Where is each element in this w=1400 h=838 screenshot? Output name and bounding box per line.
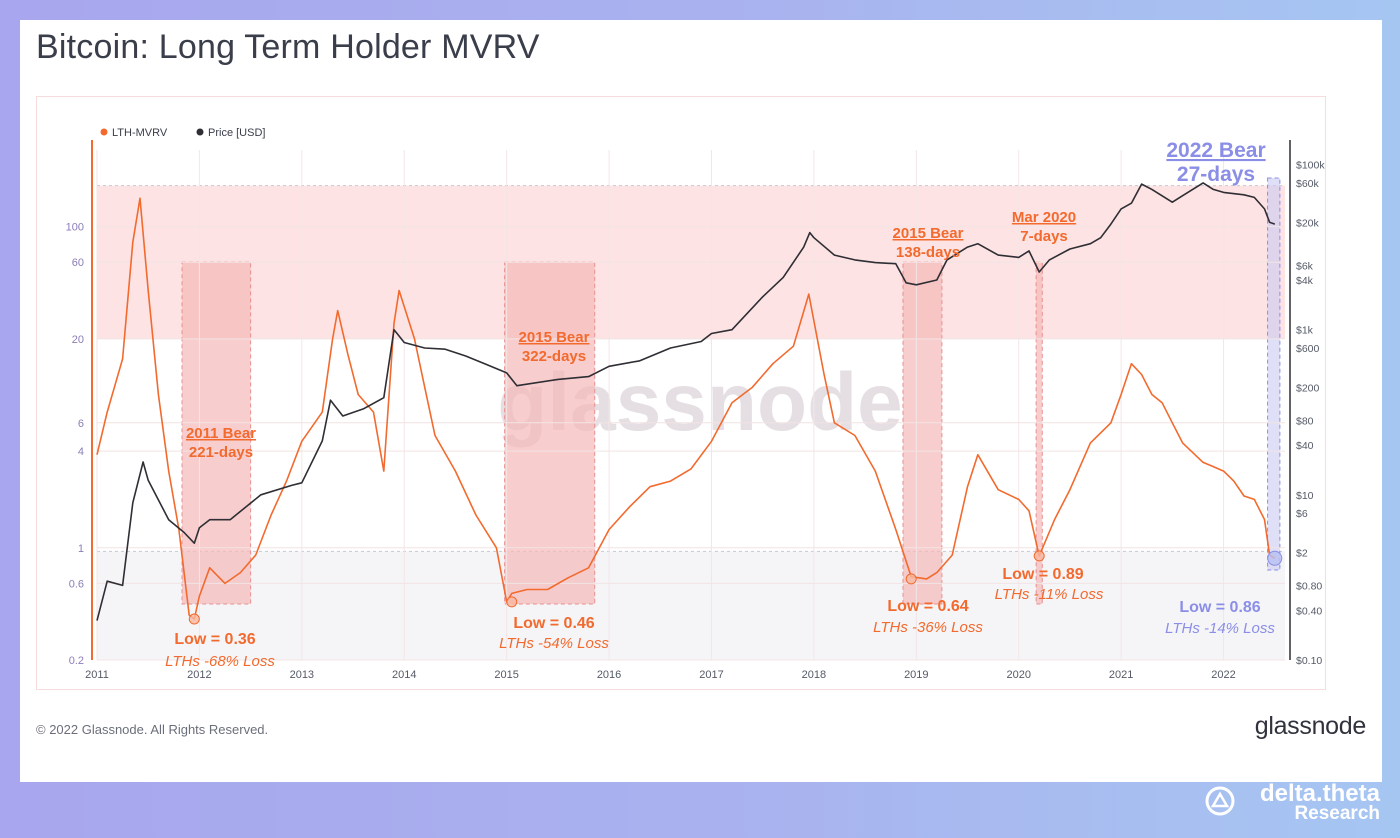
bear-title: 2015 Bear — [519, 329, 590, 346]
legend-marker — [196, 128, 204, 136]
zone-below-one — [97, 551, 1285, 660]
y-left-tick-label: 0.6 — [69, 578, 84, 590]
y-right-tick-label: $100k — [1296, 160, 1325, 172]
legend-label: Price [USD] — [208, 127, 265, 139]
y-right-tick-label: $20k — [1296, 217, 1320, 229]
x-tick-label: 2013 — [290, 669, 314, 681]
lth-mvrv-series-line — [96, 197, 1276, 620]
y-left-tick-label: 6 — [78, 418, 84, 430]
x-tick-label: 2015 — [494, 669, 518, 681]
bear-duration: 322-days — [522, 348, 586, 365]
bear-loss-label: LTHs -54% Loss — [499, 635, 609, 652]
low-marker — [1267, 550, 1283, 566]
low-marker — [1033, 550, 1045, 562]
y-left-tick-label: 4 — [78, 446, 84, 458]
badge-title: delta.theta — [1259, 780, 1380, 807]
legend-marker — [100, 128, 108, 136]
bear-low-value: Low = 0.46 — [513, 615, 594, 632]
y-right-tick-label: $600 — [1296, 343, 1320, 355]
low-marker — [905, 573, 917, 585]
page-title: Bitcoin: Long Term Holder MVRV — [36, 28, 540, 66]
copyright-footer: © 2022 Glassnode. All Rights Reserved. — [36, 722, 269, 737]
y-left-tick-label: 20 — [72, 334, 84, 346]
badge-subtitle: Research — [1294, 803, 1380, 824]
x-tick-label: 2019 — [904, 669, 928, 681]
y-right-tick-label: $0.10 — [1296, 655, 1322, 667]
low-marker — [188, 613, 200, 625]
y-left-tick-label: 60 — [72, 257, 84, 269]
y-right-tick-label: $2 — [1296, 548, 1308, 560]
x-tick-label: 2022 — [1211, 669, 1235, 681]
y-right-tick-label: $40 — [1296, 440, 1314, 452]
bear-period-box — [181, 261, 252, 605]
x-tick-label: 2020 — [1006, 669, 1030, 681]
glassnode-logo: glassnode — [1254, 712, 1367, 740]
delta-theta-logo-icon — [1205, 786, 1235, 816]
bear-title: 2022 Bear — [1166, 139, 1265, 162]
low-marker — [506, 596, 518, 608]
bear-title: 2015 Bear — [893, 225, 964, 242]
bear-loss-label: LTHs -14% Loss — [1165, 620, 1275, 637]
bear-low-value: Low = 0.36 — [174, 631, 255, 648]
y-right-tick-label: $4k — [1296, 275, 1314, 287]
bear-period-box — [1267, 177, 1281, 571]
y-left-tick-label: 0.2 — [69, 655, 84, 667]
y-right-tick-label: $200 — [1296, 382, 1320, 394]
y-left-tick-label: 100 — [66, 222, 84, 234]
x-tick-label: 2011 — [85, 669, 109, 681]
x-tick-label: 2018 — [802, 669, 826, 681]
bear-low-value: Low = 0.64 — [887, 598, 968, 615]
bear-low-value: Low = 0.89 — [1002, 566, 1083, 583]
bear-loss-label: LTHs -36% Loss — [873, 619, 983, 636]
bear-loss-label: LTHs -68% Loss — [165, 653, 275, 670]
y-right-tick-label: $10 — [1296, 490, 1314, 502]
x-tick-label: 2016 — [597, 669, 621, 681]
bear-period-box — [902, 261, 943, 605]
legend-label: LTH-MVRV — [112, 127, 168, 139]
delta-theta-badge: delta.theta Research — [1259, 780, 1380, 824]
y-right-tick-label: $60k — [1296, 178, 1320, 190]
x-tick-label: 2012 — [187, 669, 211, 681]
bear-loss-label: LTHs -11% Loss — [995, 586, 1104, 603]
bear-title: Mar 2020 — [1012, 209, 1076, 226]
price-series-line — [96, 182, 1276, 621]
x-tick-label: 2017 — [699, 669, 723, 681]
y-right-tick-label: $6k — [1296, 260, 1314, 272]
bear-title: 2011 Bear — [186, 425, 256, 442]
bear-duration: 27-days — [1177, 163, 1255, 186]
bear-period-box — [504, 261, 596, 605]
y-right-tick-label: $1k — [1296, 325, 1314, 337]
bear-duration: 7-days — [1020, 228, 1068, 245]
bear-duration: 221-days — [189, 444, 253, 461]
x-tick-label: 2014 — [392, 669, 416, 681]
y-right-tick-label: $80 — [1296, 415, 1314, 427]
x-tick-label: 2021 — [1109, 669, 1133, 681]
bear-duration: 138-days — [896, 244, 960, 261]
y-right-tick-label: $0.80 — [1296, 580, 1322, 592]
y-left-tick-label: 1 — [78, 543, 84, 555]
y-right-tick-label: $0.40 — [1296, 605, 1322, 617]
bear-low-value: Low = 0.86 — [1179, 599, 1260, 616]
y-right-tick-label: $6 — [1296, 508, 1308, 520]
